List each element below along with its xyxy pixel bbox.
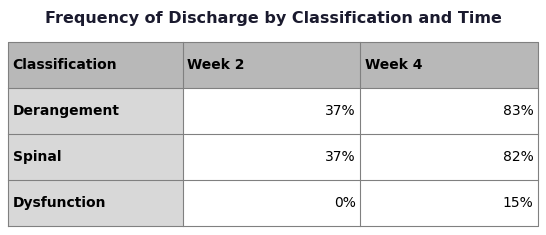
Text: Spinal: Spinal bbox=[13, 150, 61, 164]
Bar bbox=[8, 88, 183, 134]
Bar bbox=[360, 42, 538, 88]
Text: Derangement: Derangement bbox=[13, 104, 120, 118]
Bar bbox=[183, 42, 360, 88]
Bar bbox=[183, 134, 360, 180]
Bar bbox=[183, 180, 360, 226]
Text: 15%: 15% bbox=[503, 196, 533, 210]
Bar bbox=[360, 180, 538, 226]
Text: 82%: 82% bbox=[503, 150, 533, 164]
Text: Frequency of Discharge by Classification and Time: Frequency of Discharge by Classification… bbox=[45, 11, 501, 26]
Bar bbox=[360, 134, 538, 180]
Text: 83%: 83% bbox=[503, 104, 533, 118]
Text: Week 2: Week 2 bbox=[187, 58, 245, 72]
Text: Classification: Classification bbox=[13, 58, 117, 72]
Text: Dysfunction: Dysfunction bbox=[13, 196, 106, 210]
Bar bbox=[183, 88, 360, 134]
Bar bbox=[8, 180, 183, 226]
Text: 37%: 37% bbox=[325, 104, 356, 118]
Bar bbox=[8, 42, 183, 88]
Text: 37%: 37% bbox=[325, 150, 356, 164]
Text: 0%: 0% bbox=[334, 196, 356, 210]
Text: Week 4: Week 4 bbox=[365, 58, 422, 72]
Bar bbox=[360, 88, 538, 134]
Bar bbox=[8, 134, 183, 180]
